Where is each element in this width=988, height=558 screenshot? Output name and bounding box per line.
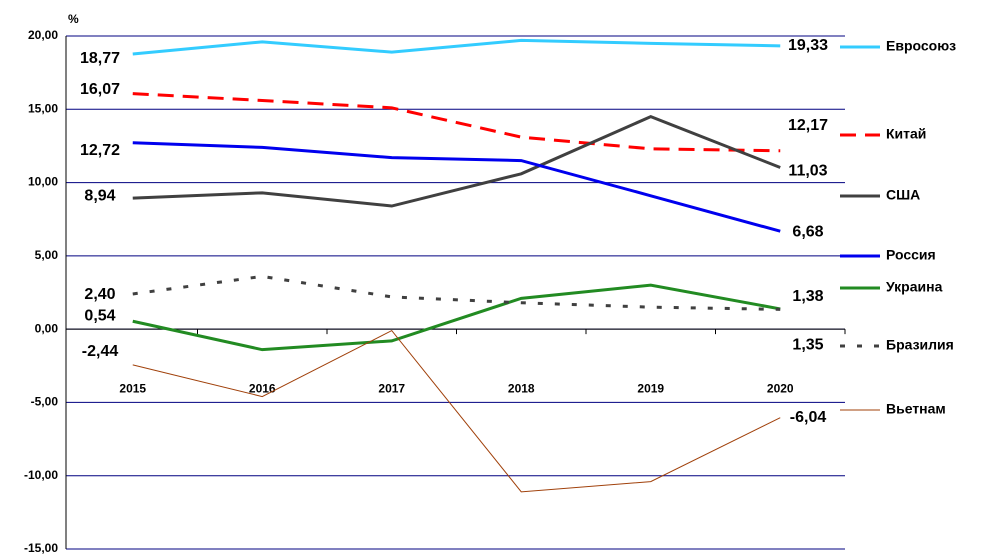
value-label: -2,44 (82, 343, 119, 360)
legend-label: Вьетнам (886, 401, 946, 417)
value-label: 2,40 (84, 286, 115, 303)
legend-label: Бразилия (886, 337, 954, 353)
value-label: 16,07 (80, 81, 120, 98)
value-label: 19,33 (788, 37, 828, 54)
value-label: -6,04 (790, 409, 827, 426)
legend-label: Китай (886, 126, 926, 142)
value-label: 11,03 (788, 163, 827, 180)
value-label: 12,17 (788, 117, 828, 134)
x-tick-label: 2020 (767, 381, 794, 395)
legend-label: Россия (886, 247, 936, 263)
y-tick-label: 15,00 (28, 101, 58, 115)
series-line (132, 92, 781, 153)
value-label: 6,68 (792, 223, 823, 240)
x-tick-label: 2017 (378, 381, 405, 395)
y-tick-label: 20,00 (28, 28, 58, 42)
x-tick-label: 2018 (508, 381, 535, 395)
series-line (132, 114, 781, 208)
series-line (132, 38, 781, 56)
x-tick-label: 2015 (119, 381, 146, 395)
series-line (132, 283, 781, 352)
y-tick-label: 10,00 (28, 175, 58, 189)
y-tick-label: 0,00 (35, 321, 59, 335)
y-tick-label: -15,00 (24, 541, 58, 555)
legend-label: Украина (886, 279, 943, 295)
y-axis-label: % (68, 12, 79, 26)
y-tick-label: 5,00 (35, 248, 59, 262)
series-line (132, 329, 781, 493)
series-line (132, 274, 781, 311)
legend-label: Евросоюз (886, 38, 956, 54)
x-tick-label: 2016 (249, 381, 276, 395)
value-label: 0,54 (84, 307, 115, 324)
value-label: 12,72 (80, 142, 120, 159)
value-label: 18,77 (80, 50, 120, 67)
value-label: 1,38 (792, 288, 823, 305)
x-tick-label: 2019 (637, 381, 664, 395)
series-line (132, 141, 781, 233)
y-tick-label: -5,00 (31, 395, 59, 409)
y-tick-label: -10,00 (24, 468, 58, 482)
value-label: 1,35 (792, 337, 823, 354)
legend-label: США (886, 187, 920, 203)
value-label: 8,94 (84, 187, 115, 204)
